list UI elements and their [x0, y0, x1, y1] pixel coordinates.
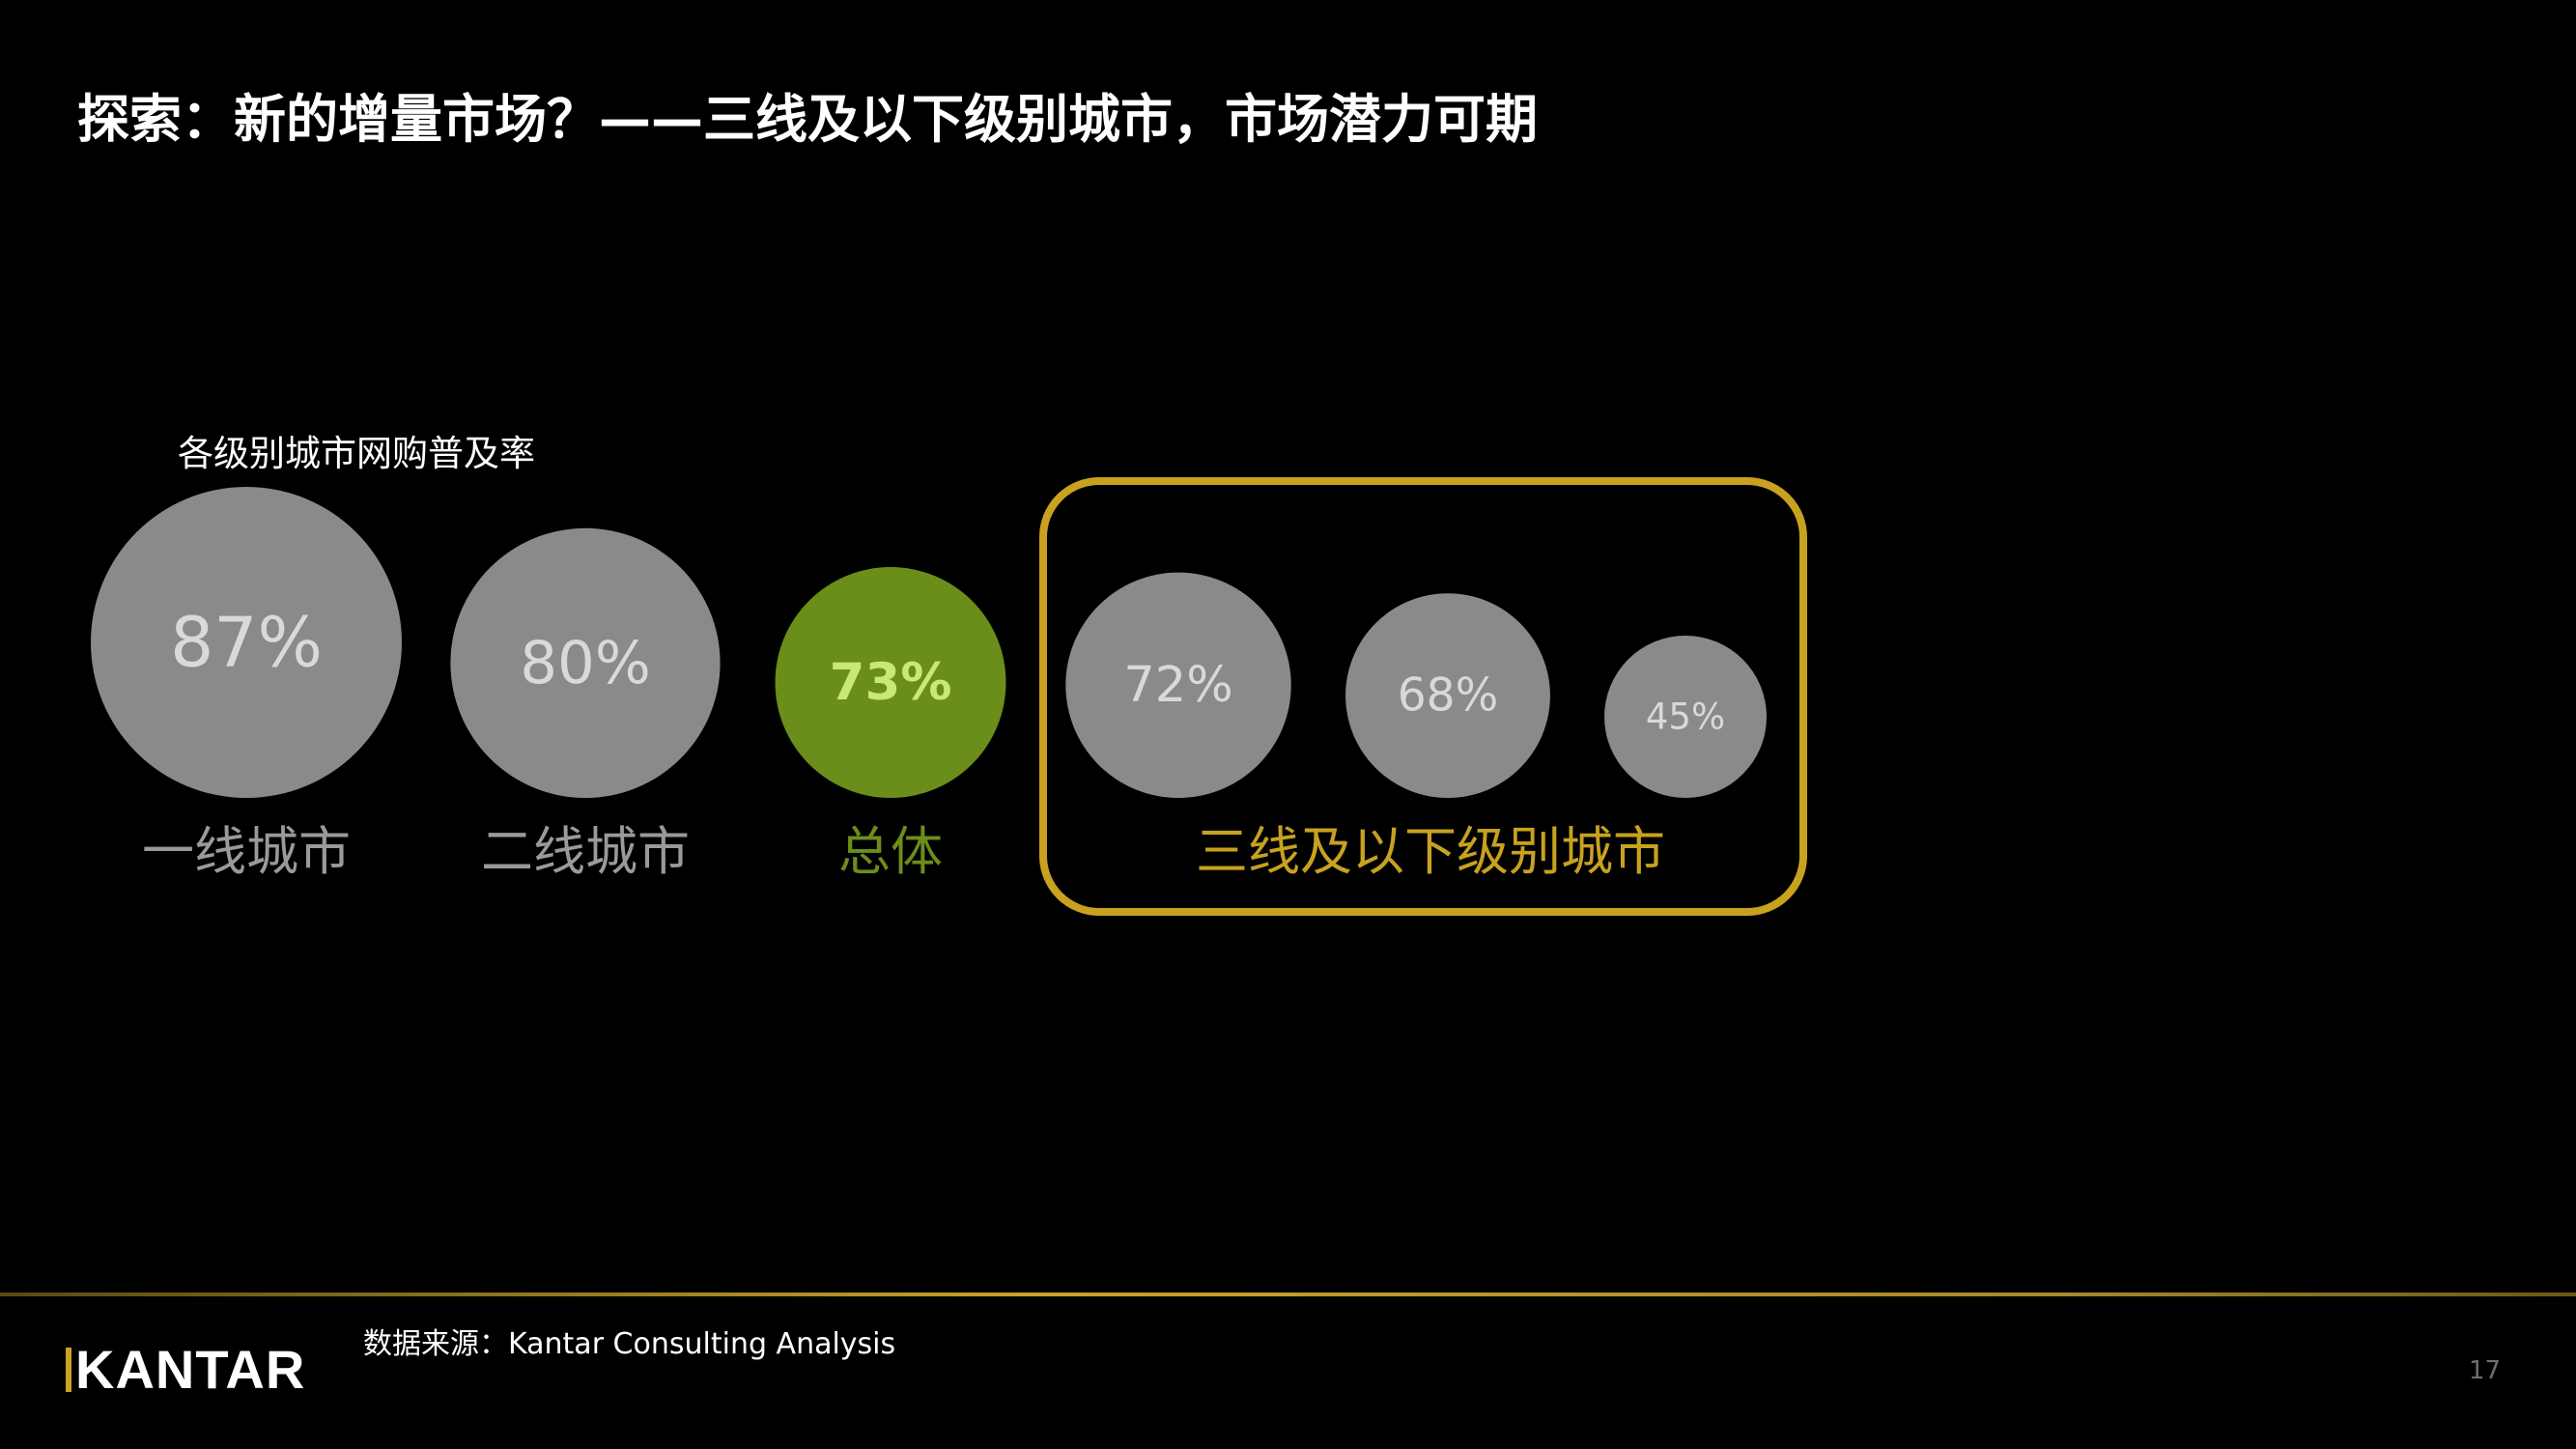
bubble-2: [775, 567, 1006, 798]
bubble-3: [1065, 572, 1291, 798]
chart-title: 各级别城市网购普及率: [178, 433, 535, 474]
bubble-value-label-3: 72%: [1123, 657, 1232, 714]
category-label-1: 二线城市: [481, 821, 690, 882]
kantar-logo: KANTAR: [66, 1341, 305, 1399]
logo-accent-bar: [66, 1348, 71, 1392]
category-label-2: 总体: [838, 821, 943, 882]
bubble-0: [91, 487, 402, 798]
bubble-5: [1604, 636, 1767, 798]
logo-text: KANTAR: [75, 1339, 306, 1400]
source-note: 数据来源：Kantar Consulting Analysis: [363, 1327, 896, 1361]
bubble-value-label-0: 87%: [170, 603, 323, 683]
tier3-highlight-box: [1039, 477, 1807, 916]
bubble-value-label-2: 73%: [830, 653, 952, 712]
bubble-value-label-5: 45%: [1646, 696, 1725, 738]
slide-title: 探索：新的增量市场？——三线及以下级别城市，市场潜力可期: [77, 89, 1538, 150]
group-label-0: 三线及以下级别城市: [1196, 821, 1665, 882]
bubble-value-label-1: 80%: [520, 629, 651, 697]
footer-divider: [0, 1293, 2576, 1296]
category-label-0: 一线城市: [142, 821, 351, 882]
bubble-4: [1345, 593, 1550, 798]
page-number: 17: [2469, 1356, 2502, 1385]
bubble-value-label-4: 68%: [1398, 669, 1498, 723]
bubble-1: [450, 527, 721, 798]
